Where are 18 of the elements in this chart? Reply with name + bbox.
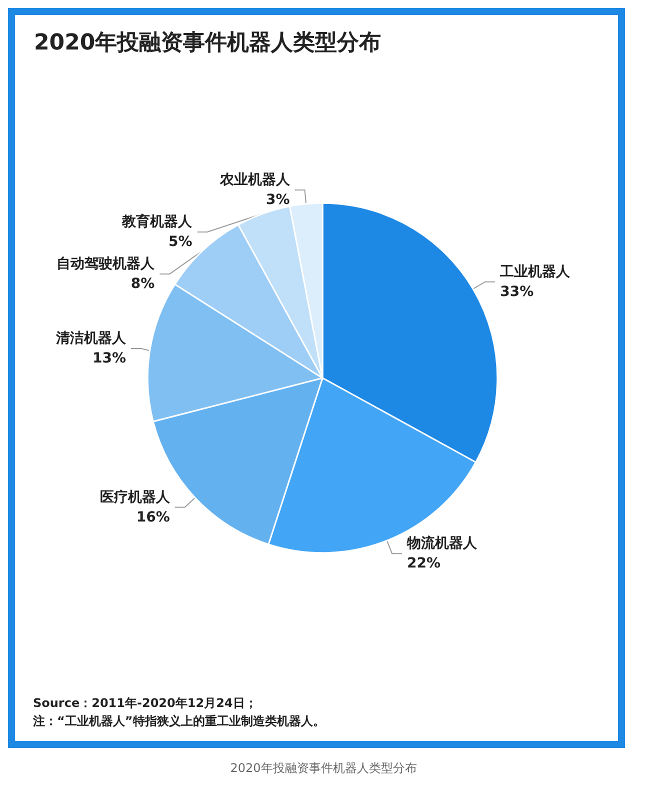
- slice-label: 工业机器人: [499, 264, 572, 280]
- data-label: 8%: [130, 276, 155, 292]
- text: 注：“工业机器人”特指狭义上的重工业制造类机器人。: [32, 714, 325, 728]
- data-label: 33%: [500, 284, 534, 300]
- slice-label: 物流机器人: [406, 534, 478, 552]
- data-label: 13%: [92, 350, 126, 366]
- source-note: Source：2011年-2020年12月24日；: [33, 696, 257, 710]
- chart-title: 2020年投融资事件机器人类型分布: [34, 30, 382, 56]
- text: 2020年投融资事件机器人类型分布: [229, 760, 418, 777]
- data-label: 16%: [136, 509, 170, 526]
- slice-label: 清洁机器人: [54, 330, 127, 346]
- slice-label: 教育机器人: [121, 212, 194, 230]
- slice-label: 医疗机器人: [100, 488, 171, 506]
- data-label: 3%: [266, 192, 290, 208]
- slice-label: 农业机器人: [218, 172, 291, 188]
- slice-label: 自动驾驶机器人: [56, 256, 156, 272]
- data-label: 5%: [168, 234, 192, 250]
- data-label: 22%: [407, 556, 441, 572]
